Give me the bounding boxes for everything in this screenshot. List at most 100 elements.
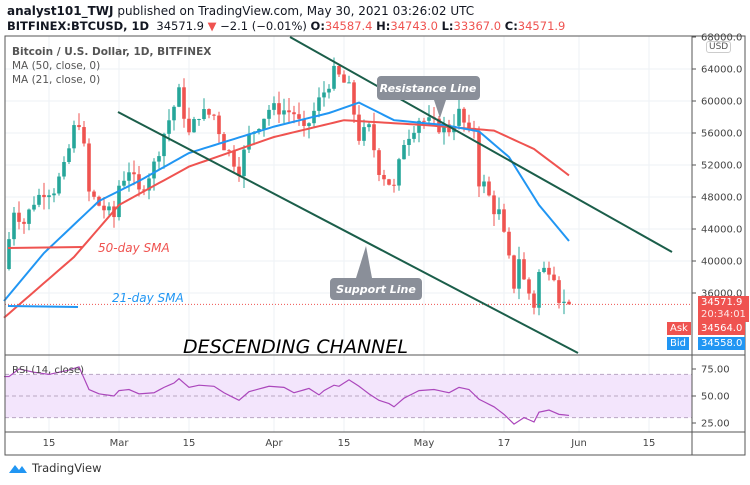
candle-body	[317, 97, 321, 111]
candle-body	[557, 280, 561, 303]
bid-label: Bid	[667, 337, 689, 350]
annotations: Resistance Line Support Line 50-day SMA 21-…	[7, 36, 673, 358]
candle-body	[282, 110, 286, 115]
candle-body	[157, 156, 161, 162]
candle-body	[152, 161, 156, 179]
chart-legend: Bitcoin / U.S. Dollar, 1D, BITFINEX MA (…	[12, 45, 211, 87]
price-tick: 56000.0	[701, 129, 742, 140]
high-value: 34743.0	[390, 19, 438, 33]
candle-body	[67, 148, 71, 163]
price-tick: 44000.0	[701, 225, 742, 236]
candle-body	[347, 82, 351, 84]
axes: 68000.0 64000.0 60000.0 56000.0 52000.0 48000…	[4, 33, 746, 456]
candle-body	[127, 172, 131, 181]
chart-frame	[4, 35, 746, 456]
candle-body	[542, 267, 546, 273]
time-tick: 15	[338, 438, 351, 449]
last-price-tag-value: 34571.9	[701, 297, 743, 308]
candle-body	[392, 184, 396, 186]
channel-label: DESCENDING CHANNEL	[183, 336, 408, 358]
candle-body	[447, 124, 451, 133]
rsi-line	[4, 366, 570, 425]
time-tick: Jun	[570, 438, 587, 449]
close-label: C:	[504, 19, 518, 33]
time-tick: May	[414, 438, 435, 449]
candle-body	[407, 138, 411, 145]
candle-body	[567, 301, 571, 305]
price-tick: 52000.0	[701, 161, 742, 172]
candle-body	[37, 194, 41, 205]
time-tick: 15	[643, 438, 656, 449]
publish-info: analyst101_TWJ published on TradingView.…	[7, 4, 474, 18]
grid	[5, 36, 692, 432]
candle-body	[537, 272, 541, 308]
price-tick: 48000.0	[701, 193, 742, 204]
legend-ma50[interactable]: MA (50, close, 0)	[12, 60, 101, 72]
candle-body	[382, 174, 386, 180]
candle-body	[172, 106, 176, 121]
currency-label[interactable]: USD	[706, 41, 732, 53]
candle-body	[297, 114, 301, 119]
candle-body	[422, 120, 426, 122]
candle-body	[87, 143, 91, 192]
candle-body	[217, 115, 221, 135]
candle-body	[357, 114, 361, 141]
candle-body	[22, 221, 26, 224]
candle-body	[182, 87, 186, 119]
low-value: 33367.0	[453, 19, 502, 33]
legend-title: Bitcoin / U.S. Dollar, 1D, BITFINEX	[12, 46, 212, 58]
candle-body	[342, 74, 346, 83]
indicator-lines	[3, 101, 692, 425]
candle-body	[497, 209, 501, 215]
rsi-tick: 75.00	[701, 365, 730, 376]
legend-ma21[interactable]: MA (21, close, 0)	[12, 74, 101, 86]
candle-body	[522, 259, 526, 280]
candle-body	[292, 112, 296, 115]
candle-body	[92, 191, 96, 197]
candle-body	[352, 82, 356, 115]
candle-body	[62, 162, 66, 177]
candle-body	[287, 110, 291, 113]
candle-body	[442, 124, 446, 133]
rsi-tick: 25.00	[701, 419, 730, 430]
candle-body	[262, 118, 266, 130]
support-callout-text: Support Line	[336, 283, 416, 296]
low-label: L:	[441, 19, 454, 33]
candle-body	[457, 108, 461, 126]
rsi-label: RSI (14, close)	[12, 365, 84, 376]
candle-body	[362, 127, 366, 141]
candle-body	[177, 87, 181, 107]
candle-body	[42, 194, 46, 198]
candle-body	[337, 65, 341, 75]
candle-body	[57, 176, 61, 194]
candle-body	[402, 144, 406, 160]
candle-body	[267, 109, 271, 119]
candle-body	[212, 114, 216, 116]
ma50-line	[3, 119, 570, 319]
publish-text: published on TradingView.com, May 30, 20…	[117, 4, 475, 18]
candle-body	[562, 301, 566, 303]
sma21-label: 21-day SMA	[112, 291, 184, 305]
candle-body	[487, 181, 491, 196]
candle-body	[502, 209, 506, 232]
candle-body	[142, 189, 146, 191]
price-tick: 64000.0	[701, 65, 742, 76]
price-tick: 60000.0	[701, 97, 742, 108]
sma50-label: 50-day SMA	[98, 241, 170, 255]
candle-body	[512, 255, 516, 289]
candle-body	[417, 120, 421, 133]
candle-body	[552, 274, 556, 281]
price-tick: 36000.0	[701, 289, 742, 300]
candle-body	[427, 117, 431, 121]
brand-name: TradingView	[32, 461, 102, 475]
candle-body	[207, 109, 211, 115]
candle-body	[167, 120, 171, 134]
resistance-callout	[377, 76, 480, 118]
down-arrow-icon: ▼	[207, 19, 217, 33]
tradingview-logo[interactable]: TradingView	[8, 461, 101, 475]
last-price-tag: 34571.9 20:34:01	[698, 296, 749, 322]
candle-body	[477, 131, 481, 187]
candle-body	[377, 150, 381, 175]
candle-body	[132, 172, 136, 175]
